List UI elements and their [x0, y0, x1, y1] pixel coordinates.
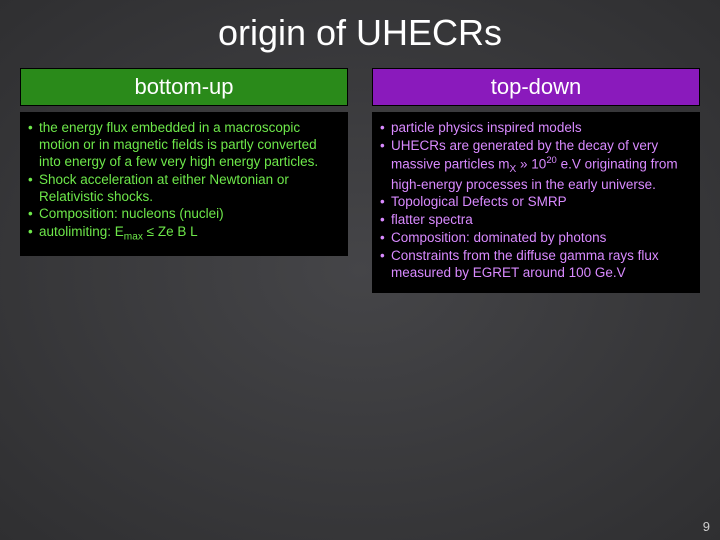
- list-item: Topological Defects or SMRP: [380, 194, 692, 211]
- list-item: Composition: dominated by photons: [380, 230, 692, 247]
- list-item: the energy flux embedded in a macroscopi…: [28, 120, 340, 171]
- page-number: 9: [703, 519, 710, 534]
- right-column-body: particle physics inspired models UHECRs …: [372, 112, 700, 293]
- page-title: origin of UHECRs: [0, 0, 720, 68]
- list-item: Shock acceleration at either Newtonian o…: [28, 172, 340, 206]
- list-item: flatter spectra: [380, 212, 692, 229]
- list-item: Composition: nucleons (nuclei): [28, 206, 340, 223]
- list-item: Constraints from the diffuse gamma rays …: [380, 248, 692, 282]
- left-column-body: the energy flux embedded in a macroscopi…: [20, 112, 348, 256]
- list-item: UHECRs are generated by the decay of ver…: [380, 138, 692, 194]
- right-column-header: top-down: [372, 68, 700, 106]
- list-item: autolimiting: Emax ≤ Ze B L: [28, 224, 340, 244]
- columns-container: bottom-up the energy flux embedded in a …: [0, 68, 720, 293]
- right-bullet-list: particle physics inspired models UHECRs …: [380, 120, 692, 282]
- left-bullet-list: the energy flux embedded in a macroscopi…: [28, 120, 340, 245]
- right-column: top-down particle physics inspired model…: [372, 68, 700, 293]
- left-column: bottom-up the energy flux embedded in a …: [20, 68, 348, 293]
- left-column-header: bottom-up: [20, 68, 348, 106]
- list-item: particle physics inspired models: [380, 120, 692, 137]
